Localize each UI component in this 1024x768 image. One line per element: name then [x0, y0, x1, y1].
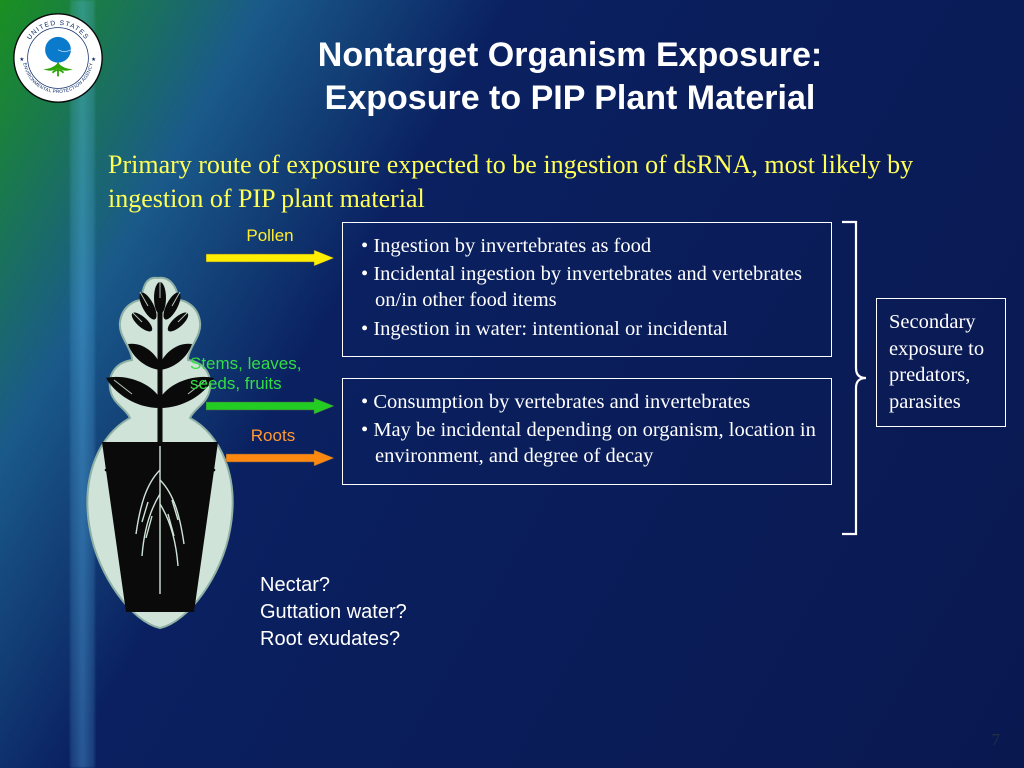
arrow-label-roots-text: Roots: [251, 426, 295, 445]
questions-block: Nectar? Guttation water? Root exudates?: [260, 572, 407, 653]
box-bottom-item: May be incidental depending on organism,…: [357, 417, 817, 469]
box-top-item: Incidental ingestion by invertebrates an…: [357, 261, 817, 313]
question-item: Root exudates?: [260, 626, 407, 653]
arrow-label-roots: Roots: [238, 426, 308, 446]
question-item: Guttation water?: [260, 599, 407, 626]
svg-text:★: ★: [91, 56, 96, 63]
slide-subtitle: Primary route of exposure expected to be…: [108, 148, 968, 216]
arrow-pollen: [206, 250, 334, 266]
slide-number: 7: [992, 730, 1001, 750]
arrow-label-pollen-text: Pollen: [246, 226, 293, 245]
box-right: Secondary exposure to predators, parasit…: [876, 298, 1006, 427]
slide-title: Nontarget Organism Exposure: Exposure to…: [160, 34, 980, 119]
question-item: Nectar?: [260, 572, 407, 599]
bracket-icon: [838, 218, 868, 538]
box-bottom: Consumption by vertebrates and invertebr…: [342, 378, 832, 485]
title-line1: Nontarget Organism Exposure: Exposure to…: [318, 36, 822, 117]
arrow-label-stems: Stems, leaves, seeds, fruits: [190, 354, 340, 393]
arrow-label-stems-text: Stems, leaves, seeds, fruits: [190, 354, 302, 393]
epa-logo: UNITED STATES ENVIRONMENTAL PROTECTION A…: [12, 12, 104, 104]
arrow-roots: [226, 450, 334, 466]
box-top: Ingestion by invertebrates as food Incid…: [342, 222, 832, 357]
box-top-item: Ingestion in water: intentional or incid…: [357, 316, 817, 342]
box-right-text: Secondary exposure to predators, parasit…: [889, 311, 984, 413]
svg-text:★: ★: [19, 56, 24, 63]
plant-illustration: [70, 270, 250, 640]
arrow-label-pollen: Pollen: [230, 226, 310, 246]
arrow-stems: [206, 398, 334, 414]
box-bottom-item: Consumption by vertebrates and invertebr…: [357, 389, 817, 415]
box-top-item: Ingestion by invertebrates as food: [357, 233, 817, 259]
